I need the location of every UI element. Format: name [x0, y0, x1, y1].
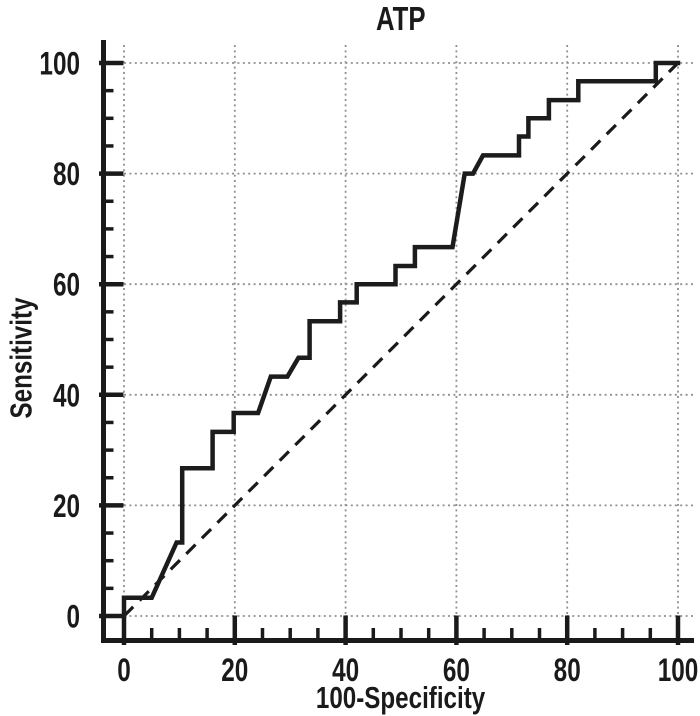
reference-diagonal-line [122, 61, 680, 618]
y-tick-label: 80 [53, 157, 80, 193]
x-axis-title: 100-Specificity [103, 682, 699, 713]
y-axis-title: Sensitivity [3, 297, 39, 419]
roc-curve [121, 60, 681, 619]
y-tick-label: 0 [66, 599, 80, 635]
x-tick-label: 80 [554, 653, 581, 689]
y-tick-label: 40 [53, 378, 80, 414]
x-axis-title-text: 100-Specificity [316, 680, 486, 715]
x-tick-label: 0 [117, 653, 131, 689]
chart-title-text: ATP [376, 0, 426, 37]
x-tick-label: 20 [221, 653, 248, 689]
x-tick-label: 100 [658, 653, 699, 689]
y-tick-label: 100 [39, 46, 80, 82]
y-tick-label: 60 [53, 268, 80, 304]
x-tick-label: 60 [443, 653, 470, 689]
y-tick-label: 20 [53, 489, 80, 525]
x-tick-label: 40 [332, 653, 359, 689]
chart-title: ATP [103, 2, 699, 35]
